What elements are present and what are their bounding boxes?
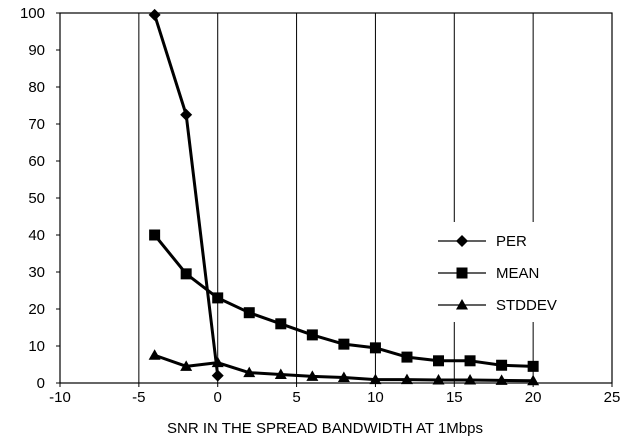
data-point-mean: [369, 342, 381, 354]
legend-marker-per: [456, 235, 468, 247]
data-point-mean: [527, 360, 539, 372]
y-tick-label: 40: [28, 227, 45, 244]
y-tick-label: 80: [28, 79, 45, 96]
x-tick-label: 0: [214, 389, 222, 406]
data-point-stddev: [337, 371, 350, 382]
data-point-stddev: [306, 370, 319, 381]
legend-label-mean: MEAN: [496, 265, 539, 282]
plot-frame: [59, 12, 613, 384]
data-point-mean: [275, 318, 287, 330]
x-tick-label: 20: [525, 389, 542, 406]
data-point-mean: [212, 292, 224, 304]
data-point-mean: [306, 329, 318, 341]
y-tick-label: 0: [37, 375, 45, 392]
legend-marker-stddev: [456, 299, 468, 310]
x-tick-label: 5: [292, 389, 300, 406]
y-tick-label: 90: [28, 42, 45, 59]
data-point-mean: [464, 355, 476, 367]
legend-label-stddev: STDDEV: [496, 297, 557, 314]
x-tick-label: 10: [367, 389, 384, 406]
series-per: [148, 8, 224, 382]
y-tick-label: 30: [28, 264, 45, 281]
x-tick-label: -10: [49, 389, 71, 406]
axes: [56, 12, 613, 387]
data-point-per: [211, 369, 224, 382]
legend: PER MEAN STDDEV: [435, 222, 603, 322]
data-point-mean: [180, 268, 192, 280]
data-point-stddev: [432, 374, 445, 385]
data-point-mean: [433, 355, 445, 367]
data-point-stddev: [180, 360, 193, 371]
data-point-mean: [338, 338, 350, 350]
data-point-stddev: [148, 349, 161, 360]
data-point-stddev: [495, 374, 508, 385]
y-tick-label: 50: [28, 190, 45, 207]
y-tick-label: 60: [28, 153, 45, 170]
series-layer: [148, 8, 540, 386]
series-mean: [149, 229, 539, 372]
data-point-stddev: [464, 374, 477, 385]
data-point-stddev: [527, 374, 540, 386]
data-point-mean: [496, 359, 508, 371]
data-point-per: [148, 8, 161, 21]
y-tick-label: 70: [28, 116, 45, 133]
data-point-mean: [401, 351, 413, 363]
x-tick-label: 15: [446, 389, 463, 406]
data-point-stddev: [369, 373, 382, 385]
data-point-per: [180, 108, 193, 121]
y-tick-label: 10: [28, 338, 45, 355]
series-stddev: [148, 349, 540, 386]
y-tick-label: 100: [20, 5, 45, 22]
data-point-stddev: [274, 368, 287, 379]
data-point-mean: [243, 307, 255, 319]
x-tick-label: -5: [132, 389, 145, 406]
legend-label-per: PER: [496, 233, 527, 250]
grid-lines: [138, 13, 613, 383]
data-point-stddev: [243, 366, 256, 378]
x-tick-label: 25: [604, 389, 621, 406]
y-tick-label: 20: [28, 301, 45, 318]
data-point-stddev: [400, 373, 413, 385]
x-axis-title: SNR IN THE SPREAD BANDWIDTH AT 1Mbps: [167, 420, 483, 437]
legend-marker-mean: [456, 267, 468, 279]
series-line-per: [153, 14, 220, 376]
data-point-stddev: [211, 356, 224, 368]
tick-labels: 0 10 20 30 40 50 60 70 80 90 100 -10 -5 0 5 10 15 20 25: [20, 5, 620, 406]
data-point-mean: [149, 229, 161, 241]
